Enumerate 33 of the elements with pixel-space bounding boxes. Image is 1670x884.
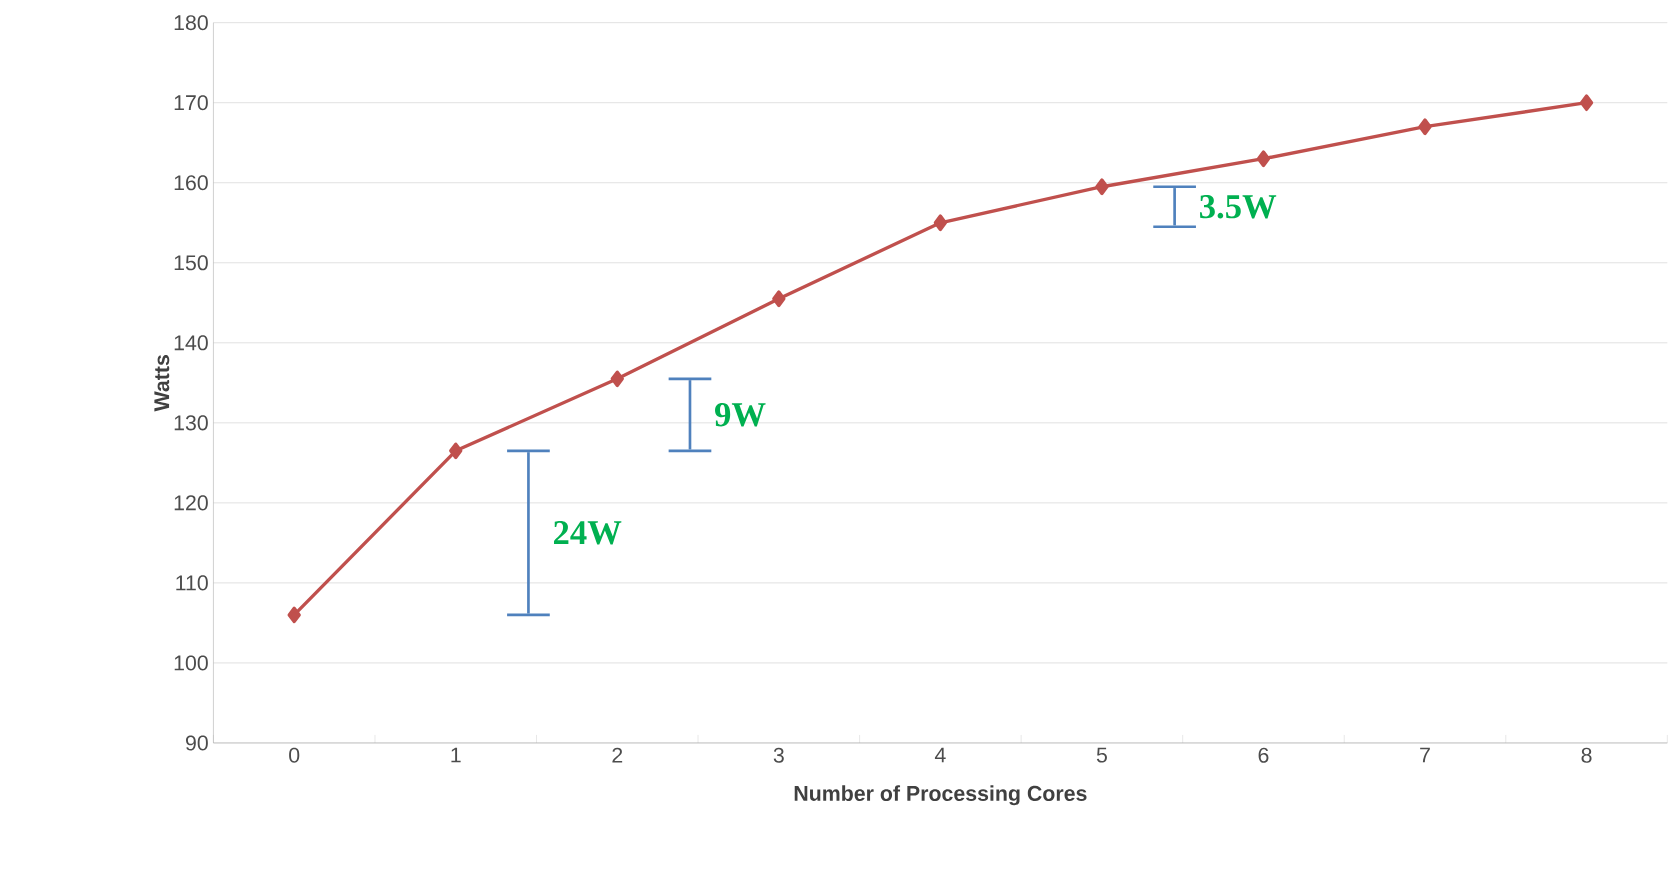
point <box>1095 178 1109 195</box>
x-tick-label: 0 <box>289 747 300 763</box>
point <box>1256 150 1271 167</box>
annotation: 3.5W <box>1200 194 1277 219</box>
point <box>610 370 624 387</box>
point <box>1418 118 1432 135</box>
y-tick-label: 130 <box>174 415 208 431</box>
y-tick-label: 110 <box>176 575 208 591</box>
x-axis-title: Number of Processing Cores <box>794 785 1087 806</box>
y-tick-label: 150 <box>174 255 208 271</box>
y-tick-label: 140 <box>174 335 208 351</box>
y-tick-label: 120 <box>174 495 208 511</box>
x-tick-label: 3 <box>773 747 784 763</box>
point <box>933 214 948 231</box>
point <box>772 290 786 307</box>
x-tick-label: 4 <box>934 747 946 763</box>
y-tick-label: 100 <box>174 655 208 671</box>
annotation: 24W <box>554 520 622 545</box>
y-axis-title: Watts <box>154 354 170 412</box>
x-tick-label: 7 <box>1420 747 1430 763</box>
x-tick-label: 1 <box>451 747 461 763</box>
annotation: 9W <box>715 402 766 427</box>
point <box>449 442 463 460</box>
point <box>287 606 301 624</box>
y-tick-label: 170 <box>174 94 208 111</box>
y-tick-label: 90 <box>185 735 208 751</box>
y-tick-label: 180 <box>174 14 208 31</box>
y-tick-label: 160 <box>174 175 208 191</box>
point <box>1579 94 1594 111</box>
x-tick-label: 8 <box>1581 747 1592 763</box>
x-tick-label: 2 <box>612 747 623 763</box>
x-tick-label: 5 <box>1096 747 1107 763</box>
x-tick-label: 6 <box>1258 747 1269 763</box>
